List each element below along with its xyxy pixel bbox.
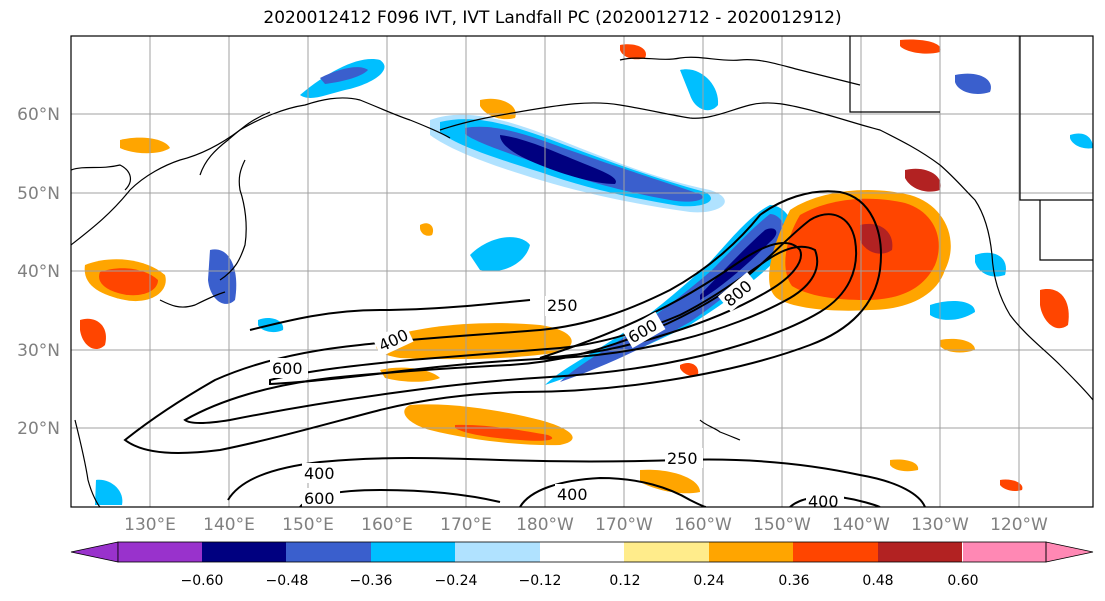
colorbar-segment	[624, 542, 709, 562]
negative-anomaly-shading	[95, 59, 1093, 505]
contour-labels: 250 400 600 600 800 250 400 600 400 400	[270, 272, 844, 511]
lon-label: 180°W	[516, 515, 574, 535]
map-title: 2020012412 F096 IVT, IVT Landfall PC (20…	[263, 8, 842, 28]
lat-label: 20°N	[17, 419, 60, 439]
lon-label: 140°W	[832, 515, 890, 535]
positive-anomaly-shading	[80, 39, 1069, 494]
colorbar-segment	[878, 542, 962, 562]
colorbar-tick-label: −0.36	[350, 573, 393, 589]
colorbar-extend-high	[1045, 541, 1094, 563]
colorbar-tick-label: 0.36	[778, 573, 809, 589]
colorbar-tick-label: −0.60	[181, 573, 224, 589]
lon-label: 150°W	[753, 515, 811, 535]
contour-label: 400	[557, 485, 588, 504]
colorbar-segment	[286, 542, 371, 562]
lat-label: 40°N	[17, 262, 60, 282]
lon-label: 120°W	[990, 515, 1048, 535]
contour-label: 600	[272, 359, 303, 378]
colorbar-ticks: −0.60 −0.48 −0.36 −0.24 −0.12 0.12 0.24 …	[181, 573, 979, 589]
colorbar-tick-label: 0.12	[609, 573, 640, 589]
contour-label: 400	[808, 492, 839, 511]
lon-label: 150°E	[282, 515, 334, 535]
lat-label: 60°N	[17, 105, 60, 125]
coastlines	[71, 36, 1093, 507]
colorbar-tick-label: 0.48	[862, 573, 893, 589]
latitude-labels: 60°N 50°N 40°N 30°N 20°N	[17, 105, 60, 439]
lon-label: 140°E	[203, 515, 255, 535]
graticule	[71, 36, 1093, 507]
colorbar-segment	[455, 542, 540, 562]
colorbar-outline	[117, 541, 1047, 563]
colorbar-segment	[540, 542, 624, 562]
colorbar-segment	[202, 542, 286, 562]
colorbar-tick-label: −0.12	[519, 573, 562, 589]
colorbar-segment	[793, 542, 878, 562]
contour-label: 250	[547, 296, 578, 315]
lon-label: 130°E	[124, 515, 176, 535]
lon-label: 170°W	[595, 515, 653, 535]
colorbar-tick-label: −0.24	[435, 573, 478, 589]
contour-label: 600	[304, 489, 335, 508]
contour-label: 250	[667, 449, 698, 468]
contour-label: 400	[304, 464, 335, 483]
colorbar-segment	[118, 542, 202, 562]
colorbar-tick-label: −0.48	[266, 573, 309, 589]
colorbar-segment	[709, 542, 793, 562]
longitude-labels: 130°E 140°E 150°E 160°E 170°E 180°W 170°…	[124, 515, 1048, 535]
colorbar-extend-low	[70, 541, 119, 563]
lon-label: 130°W	[911, 515, 969, 535]
map-frame	[70, 35, 1094, 508]
colorbar-tick-label: 0.60	[947, 573, 978, 589]
colorbar	[70, 541, 1094, 563]
colorbar-segment	[963, 542, 1046, 562]
colorbar-segment	[371, 542, 455, 562]
lat-label: 50°N	[17, 184, 60, 204]
lon-label: 160°E	[361, 515, 413, 535]
lon-label: 160°W	[674, 515, 732, 535]
lat-label: 30°N	[17, 341, 60, 361]
lon-label: 170°E	[440, 515, 492, 535]
colorbar-tick-label: 0.24	[693, 573, 724, 589]
